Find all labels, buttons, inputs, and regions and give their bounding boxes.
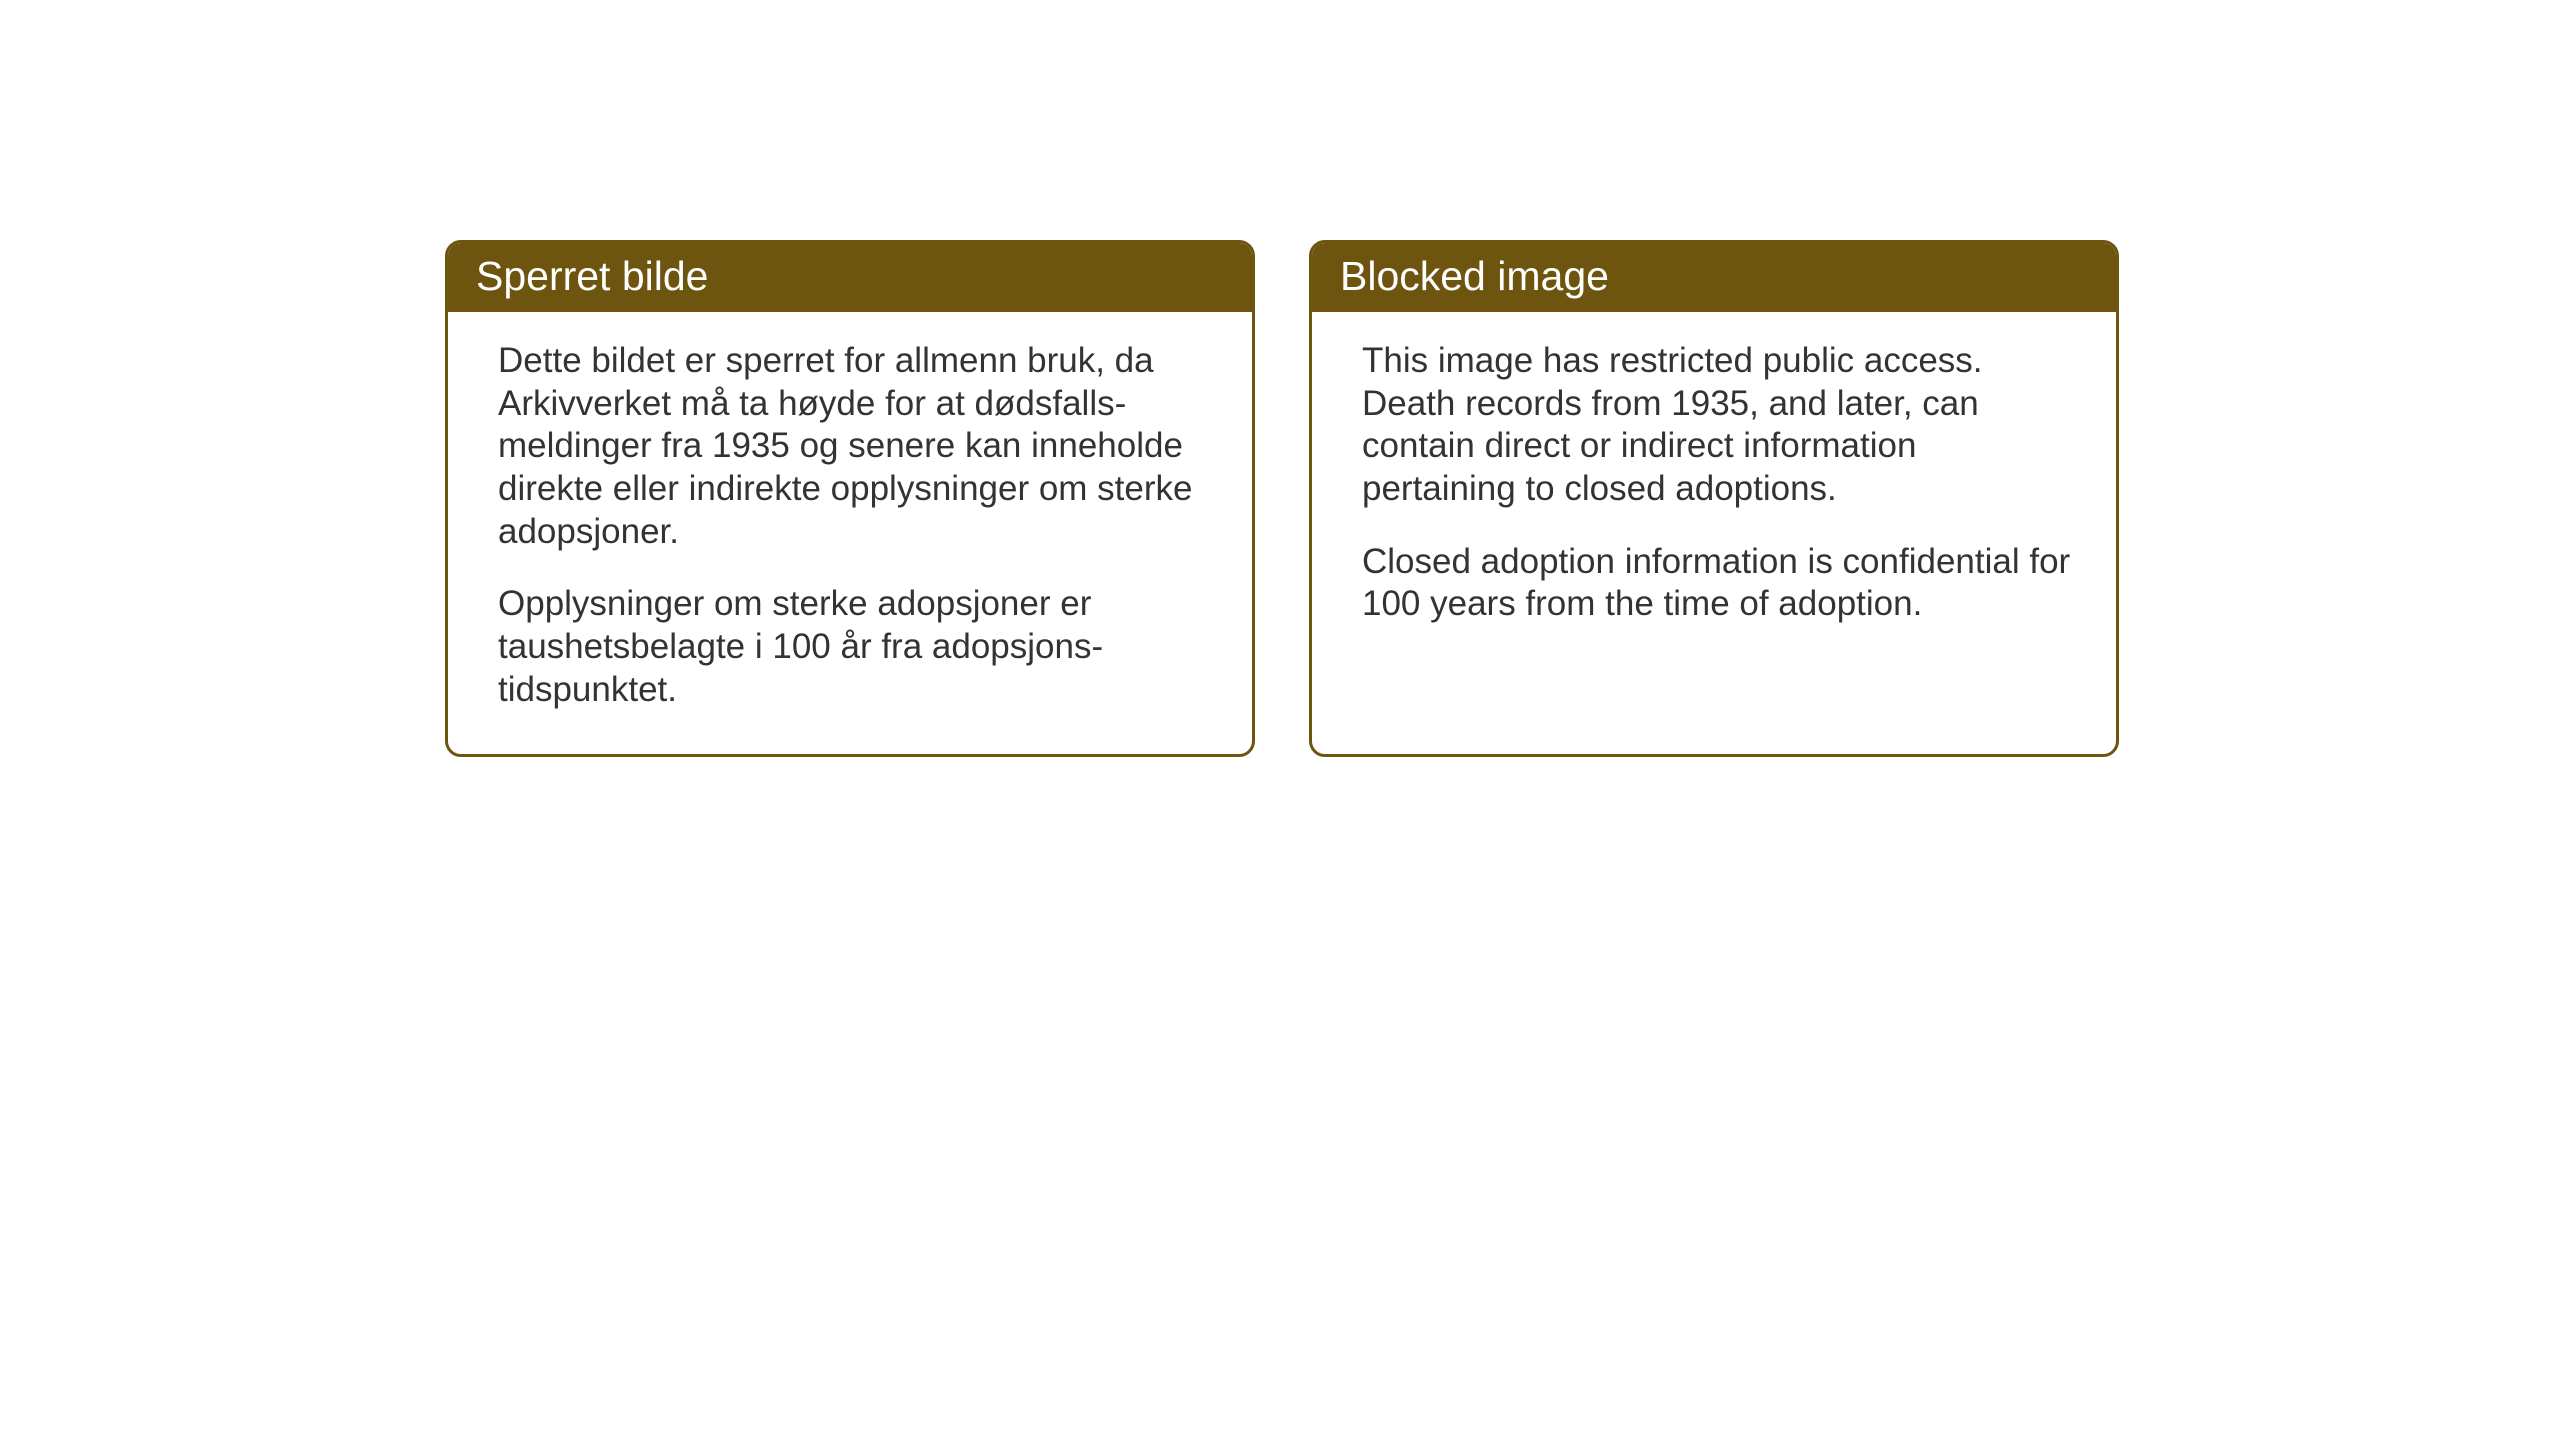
notice-card-norwegian: Sperret bilde Dette bildet er sperret fo… — [445, 240, 1255, 757]
card-body-norwegian: Dette bildet er sperret for allmenn bruk… — [448, 312, 1252, 754]
card-header-norwegian: Sperret bilde — [448, 243, 1252, 312]
notice-cards-container: Sperret bilde Dette bildet er sperret fo… — [445, 240, 2119, 757]
card-paragraph: This image has restricted public access.… — [1362, 340, 2074, 511]
card-paragraph: Dette bildet er sperret for allmenn bruk… — [498, 340, 1210, 553]
notice-card-english: Blocked image This image has restricted … — [1309, 240, 2119, 757]
card-paragraph: Opplysninger om sterke adopsjoner er tau… — [498, 583, 1210, 711]
card-header-english: Blocked image — [1312, 243, 2116, 312]
card-body-english: This image has restricted public access.… — [1312, 312, 2116, 668]
card-paragraph: Closed adoption information is confident… — [1362, 541, 2074, 626]
